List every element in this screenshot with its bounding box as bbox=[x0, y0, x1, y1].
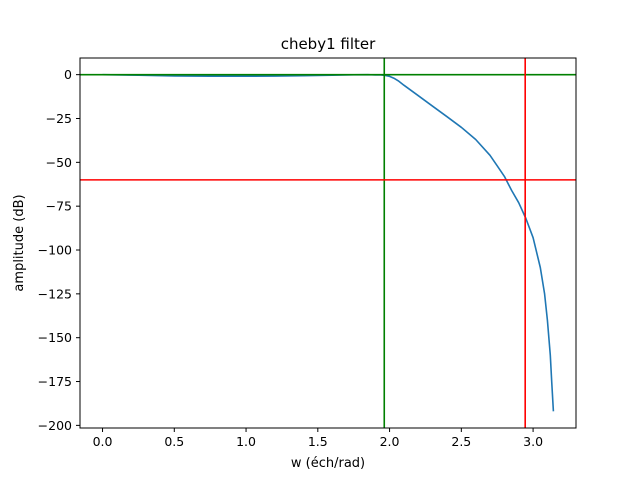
y-tick-label: −125 bbox=[38, 286, 72, 301]
y-axis: 0 −25 −50 −75 −100 −125 −150 −175 −200 bbox=[38, 67, 80, 433]
chart-title: cheby1 filter bbox=[281, 35, 376, 53]
y-tick-label: 0 bbox=[64, 67, 72, 82]
y-tick-label: −75 bbox=[46, 199, 72, 214]
plot-frame bbox=[79, 57, 577, 429]
y-tick-label: −175 bbox=[38, 374, 72, 389]
x-tick-label: 2.5 bbox=[451, 434, 471, 449]
x-tick-label: 0.5 bbox=[164, 434, 184, 449]
x-tick-label: 2.0 bbox=[380, 434, 400, 449]
x-tick-label: 3.0 bbox=[523, 434, 543, 449]
x-tick-label: 0.0 bbox=[93, 434, 113, 449]
series-layer bbox=[102, 73, 555, 412]
x-axis: 0.0 0.5 1.0 1.5 2.0 2.5 3.0 bbox=[93, 428, 543, 449]
y-axis-label: amplitude (dB) bbox=[12, 194, 27, 291]
reference-lines bbox=[80, 58, 576, 428]
x-tick-label: 1.5 bbox=[308, 434, 328, 449]
y-tick-label: −50 bbox=[46, 155, 72, 170]
x-tick-label: 1.0 bbox=[236, 434, 256, 449]
plot-area bbox=[80, 58, 576, 428]
y-tick-label: −150 bbox=[38, 330, 72, 345]
y-tick-label: −100 bbox=[38, 243, 72, 258]
series-line-0 bbox=[102, 73, 555, 412]
y-tick-label: −200 bbox=[38, 418, 72, 433]
x-axis-label: w (éch/rad) bbox=[291, 456, 365, 471]
y-tick-label: −25 bbox=[46, 111, 72, 126]
